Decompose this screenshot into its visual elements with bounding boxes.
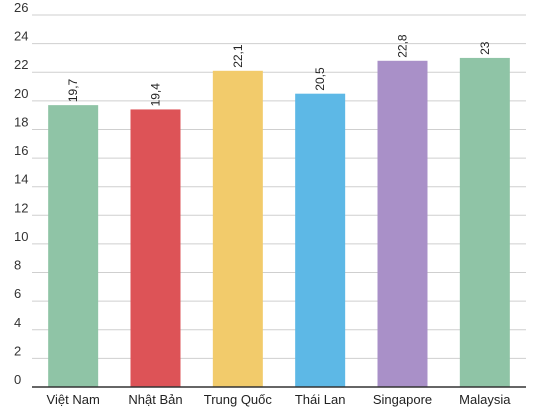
y-tick-label: 10	[14, 229, 28, 244]
bar	[295, 93, 346, 387]
y-tick-label: 6	[14, 286, 21, 301]
bars	[48, 57, 510, 388]
bar	[377, 60, 428, 388]
y-tick-label: 12	[14, 200, 28, 215]
data-labels: 19,7 19,4 22,1 20,5 22,8 23	[66, 34, 492, 106]
y-tick-label: 0	[14, 372, 21, 387]
bar	[130, 109, 181, 387]
y-tick-label: 26	[14, 0, 28, 15]
gridlines	[32, 14, 526, 359]
y-tick-label: 8	[14, 258, 21, 273]
data-label: 22,1	[231, 44, 245, 68]
category-label: Việt Nam	[47, 392, 100, 407]
data-label: 19,4	[149, 83, 163, 107]
data-label: 22,8	[396, 34, 410, 58]
category-label: Malaysia	[459, 392, 511, 407]
y-tick-label: 4	[14, 315, 21, 330]
category-label: Nhật Bản	[128, 392, 182, 407]
data-label: 20,5	[313, 67, 327, 91]
y-tick-label: 20	[14, 86, 28, 101]
y-tick-label: 16	[14, 143, 28, 158]
data-label: 19,7	[66, 78, 80, 102]
y-tick-label: 18	[14, 114, 28, 129]
bar	[459, 57, 510, 388]
bar	[212, 70, 263, 388]
data-label: 23	[478, 41, 492, 55]
category-label: Singapore	[373, 392, 432, 407]
bar	[48, 105, 99, 387]
category-label: Thái Lan	[295, 392, 346, 407]
y-tick-label: 14	[14, 172, 28, 187]
y-tick-label: 2	[14, 343, 21, 358]
y-tick-label: 24	[14, 29, 28, 44]
y-tick-label: 22	[14, 57, 28, 72]
x-axis: Việt Nam Nhật Bản Trung Quốc Thái Lan Singap…	[32, 386, 526, 407]
category-label: Trung Quốc	[204, 392, 273, 407]
